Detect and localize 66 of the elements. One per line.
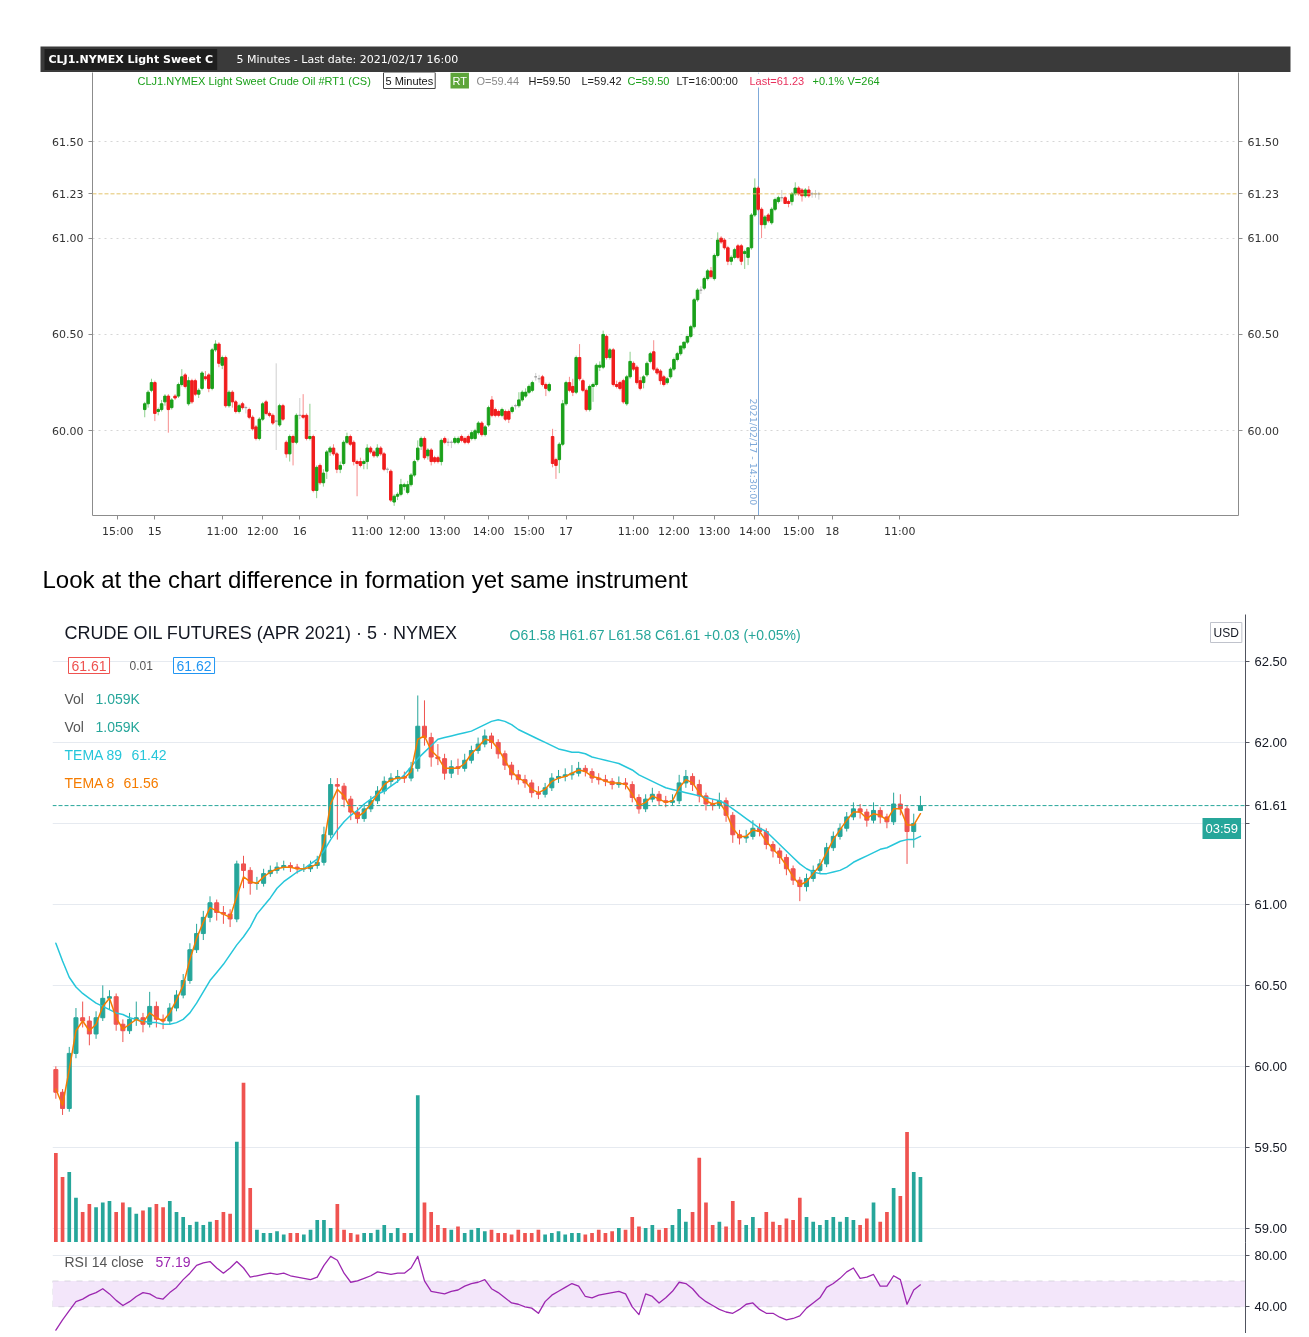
text: 61.23 (1247, 187, 1279, 201)
annotation: Vol (64, 690, 84, 707)
annotation: RT (452, 74, 468, 87)
text: Look at the chart difference in formation yet same instrument (42, 565, 689, 593)
x-tick-label: 17 (559, 524, 574, 538)
y-tick-label: 60.00 (1254, 1058, 1288, 1074)
annotation: 61.61 (71, 657, 107, 674)
x-tick-label: 13:00 (428, 524, 461, 538)
ref-line-label: 61.61 (1254, 798, 1288, 814)
annotation: O61.58 H61.67 L61.58 C61.61 +0.03 (+0.05%) (509, 626, 801, 643)
y-tick-label: 62.50 (1254, 653, 1288, 669)
chart-title: CRUDE OIL FUTURES (APR 2021) · 5 · NYMEX (64, 622, 457, 643)
ref-line-label: 61.23 (52, 187, 84, 201)
text: CLJ1.NYMEX Light Sweet Crude Oil #RT1 (CS) (137, 74, 371, 87)
y-tick-label: 62.00 (1254, 734, 1288, 750)
y-tick-label: 61.00 (1254, 896, 1288, 912)
annotation: 61.62 (176, 657, 212, 674)
y-tick-label: 40.00 (1254, 1299, 1288, 1315)
annotation: Vol (64, 718, 84, 735)
y-tick-label: 61.50 (52, 135, 84, 149)
text: TEMA 89 (64, 746, 123, 763)
y-tick-label: 60.50 (52, 328, 84, 342)
x-tick-label: 12:00 (388, 524, 421, 538)
x-tick-label: 15 (147, 524, 162, 538)
chart-subtitle: 5 Minutes - Last date: 2021/02/17 16:00 (236, 53, 459, 66)
x-tick-label: 15:00 (101, 524, 134, 538)
annotation: 61.42 (131, 746, 167, 763)
series-label: RSI 14 close (64, 1253, 145, 1270)
x-tick-label: 11:00 (351, 524, 384, 538)
annotation: 03:59 (1205, 821, 1239, 836)
annotation: 57.19 (155, 1253, 191, 1270)
x-tick-label: 13:00 (698, 524, 731, 538)
text: TEMA 8 (64, 774, 115, 791)
chart-title: CLJ1.NYMEX Light Sweet C (48, 53, 214, 66)
annotation: +0.1% (812, 74, 845, 87)
annotation: V=264 (847, 74, 880, 87)
annotation: 0.01 (129, 659, 154, 673)
x-tick-label: 12:00 (658, 524, 690, 538)
x-tick-label: 16 (292, 524, 307, 538)
annotation: 61.56 (123, 774, 159, 791)
x-tick-label: 15:00 (782, 524, 815, 538)
y-tick-label: 80.00 (1254, 1247, 1288, 1263)
x-tick-label: 18 (825, 524, 840, 538)
annotation: 1.059K (95, 690, 141, 707)
annotation: 2021/02/17 - 14:30:00 (747, 398, 759, 506)
x-tick-label: 14:00 (472, 524, 505, 538)
x-tick-label: 12:00 (246, 524, 279, 538)
x-tick-label: 11:00 (206, 524, 239, 538)
y-tick-label: 61.00 (52, 232, 84, 246)
y-tick-label: 60.50 (1254, 977, 1288, 993)
annotation: 5 Minutes (385, 74, 434, 87)
annotation: USD (1213, 625, 1240, 640)
x-tick-label: 11:00 (617, 524, 650, 538)
annotation: L=59.42 (581, 74, 622, 87)
annotation: C=59.50 (627, 74, 670, 87)
annotation: LT=16:00:00 (676, 74, 738, 87)
annotation: H=59.50 (528, 74, 571, 87)
y-tick-label: 60.00 (52, 424, 84, 438)
x-tick-label: 15:00 (513, 524, 545, 538)
annotation: 1.059K (95, 718, 141, 735)
x-tick-label: 14:00 (738, 524, 771, 538)
x-tick-label: 11:00 (883, 524, 916, 538)
y-tick-label: 59.00 (1254, 1220, 1288, 1236)
annotation: Last=61.23 (749, 74, 805, 87)
annotation: O=59.44 (476, 74, 520, 87)
y-tick-label: 59.50 (1254, 1139, 1288, 1155)
